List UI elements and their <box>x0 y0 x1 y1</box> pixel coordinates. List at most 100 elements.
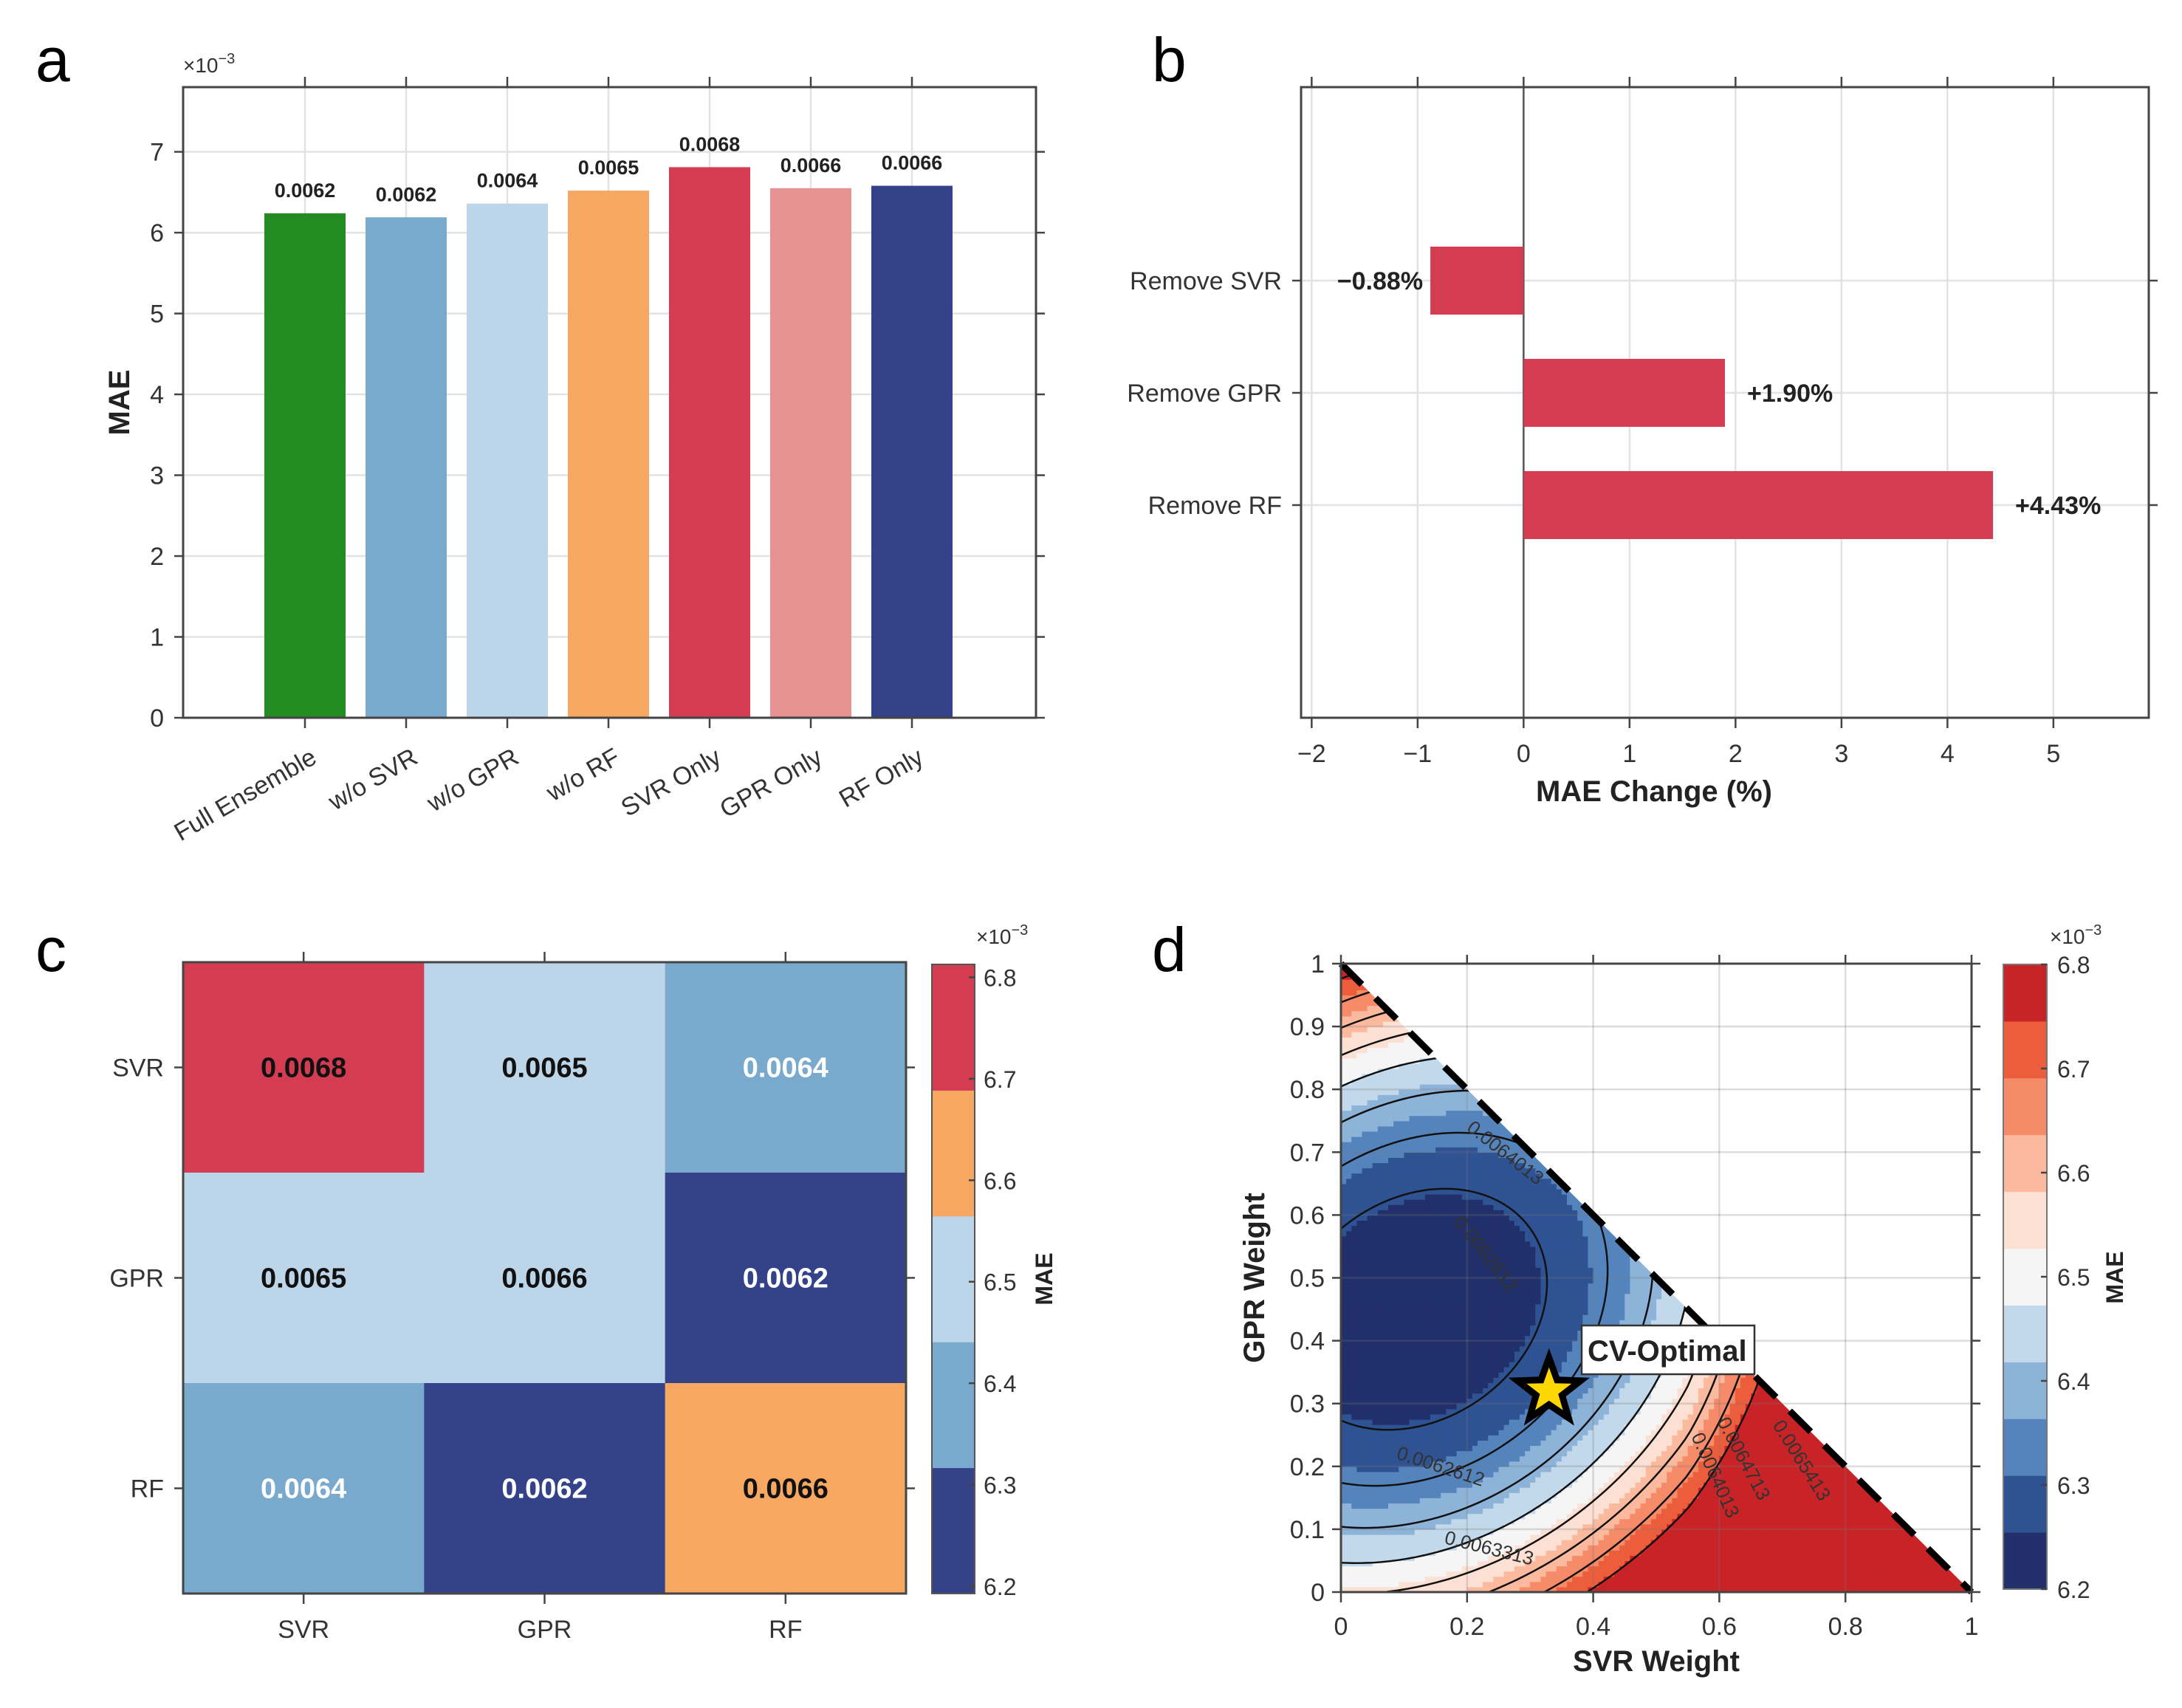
contour-cell <box>1561 1424 1568 1430</box>
contour-cell <box>1362 1105 1368 1111</box>
contour-cell <box>1572 1471 1578 1478</box>
contour-cell <box>1540 1267 1547 1274</box>
contour-cell <box>1451 1252 1458 1258</box>
contour-cell <box>1488 1581 1494 1588</box>
contour-cell <box>1483 1314 1489 1320</box>
contour-cell <box>1509 1142 1515 1148</box>
contour-cell <box>1388 1183 1394 1190</box>
contour-cell <box>1551 1487 1557 1493</box>
contour-cell <box>1461 1183 1468 1190</box>
contour-cell <box>1351 1518 1357 1525</box>
contour-cell <box>1430 1382 1436 1389</box>
contour-cell <box>1399 1235 1404 1242</box>
contour-cell <box>1561 1173 1568 1179</box>
contour-cell <box>1346 1408 1352 1415</box>
contour-cell <box>1430 1110 1436 1117</box>
contour-cell <box>1356 1115 1363 1122</box>
contour-cell <box>1509 1120 1515 1127</box>
contour-cell <box>1346 1241 1352 1247</box>
contour-cell <box>1382 1325 1389 1331</box>
contour-cell <box>1424 1455 1431 1462</box>
contour-cell <box>1509 1246 1515 1252</box>
contour-cell <box>1498 1503 1505 1509</box>
contour-cell <box>1356 1277 1363 1284</box>
contour-cell <box>1372 1241 1379 1247</box>
contour-cell <box>1382 1120 1389 1127</box>
contour-cell <box>1372 1534 1379 1540</box>
contour-cell <box>1419 1293 1426 1300</box>
panel-letter-b: b <box>1152 25 1187 95</box>
contour-cell <box>1466 1492 1473 1498</box>
contour-cell <box>1498 1320 1505 1325</box>
contour-cell <box>1409 1100 1416 1106</box>
contour-cell <box>1572 1194 1578 1200</box>
contour-cell <box>1466 1178 1473 1184</box>
contour-cell <box>1435 1047 1441 1054</box>
contour-cell <box>1509 1178 1515 1184</box>
contour-cell <box>1382 1131 1389 1137</box>
contour-cell <box>1414 1325 1421 1331</box>
contour-cell <box>1404 1356 1410 1362</box>
contour-cell <box>1461 1230 1468 1237</box>
contour-cell <box>1435 1340 1441 1347</box>
contour-cell <box>1588 1393 1594 1399</box>
contour-cell <box>1404 1293 1410 1300</box>
contour-cell <box>1409 1455 1416 1462</box>
contour-cell <box>1514 1513 1520 1520</box>
contour-cell <box>1561 1320 1568 1325</box>
contour-cell <box>1404 1084 1410 1090</box>
contour-cell <box>1351 1498 1357 1504</box>
contour-cell <box>1582 1545 1589 1551</box>
contour-cell <box>1525 1518 1531 1525</box>
contour-cell <box>1593 1503 1599 1509</box>
contour-cell <box>1377 1215 1384 1221</box>
contour-cell <box>1372 1026 1379 1032</box>
hbar-value-label: +4.43% <box>2015 492 2101 520</box>
contour-cell <box>1351 1042 1357 1049</box>
contour-cell <box>1472 1466 1478 1472</box>
contour-cell <box>1466 1277 1473 1284</box>
contour-cell <box>1588 1288 1594 1294</box>
contour-cell <box>1372 1235 1379 1242</box>
contour-cell <box>1535 1545 1542 1551</box>
contour-cell <box>1414 1314 1421 1320</box>
contour-cell <box>1593 1398 1599 1405</box>
contour-cell <box>1503 1565 1510 1572</box>
contour-cell <box>1509 1235 1515 1242</box>
contour-cell <box>1588 1398 1594 1405</box>
contour-cell <box>1424 1272 1431 1279</box>
contour-cell <box>1367 1026 1373 1032</box>
contour-cell <box>1525 1576 1531 1582</box>
contour-cell <box>1509 1272 1515 1279</box>
contour-cell <box>1393 1230 1399 1237</box>
contour-cell <box>1430 1534 1436 1540</box>
contour-cell <box>1399 1560 1404 1567</box>
contour-cell <box>1356 1335 1363 1342</box>
contour-cell <box>1525 1534 1531 1540</box>
contour-cell <box>1388 1487 1394 1493</box>
contour-cell <box>1535 1471 1542 1478</box>
contour-cell <box>1572 1272 1578 1279</box>
contour-cell <box>1466 1393 1473 1399</box>
contour-cell <box>1456 1419 1463 1425</box>
contour-cell <box>1572 1361 1578 1368</box>
contour-cell <box>1478 1471 1483 1478</box>
contour-cell <box>1414 1210 1421 1215</box>
contour-cell <box>1446 1084 1452 1090</box>
contour-cell <box>1419 1162 1426 1169</box>
contour-cell <box>1561 1487 1568 1493</box>
contour-cell <box>1341 1073 1347 1080</box>
contour-cell <box>1346 1262 1352 1268</box>
contour-cell <box>1356 1057 1363 1064</box>
contour-cell <box>1525 1277 1531 1284</box>
contour-cell <box>1404 1377 1410 1383</box>
contour-cell <box>1419 1094 1426 1100</box>
contour-cell <box>1441 1142 1447 1148</box>
contour-cell <box>1419 1471 1426 1478</box>
contour-cell <box>1451 1430 1458 1436</box>
contour-cell <box>1498 1340 1505 1347</box>
contour-cell <box>1514 1445 1520 1452</box>
contour-cell <box>1483 1487 1489 1493</box>
contour-cell <box>1356 1382 1363 1389</box>
contour-cell <box>1372 1277 1379 1284</box>
